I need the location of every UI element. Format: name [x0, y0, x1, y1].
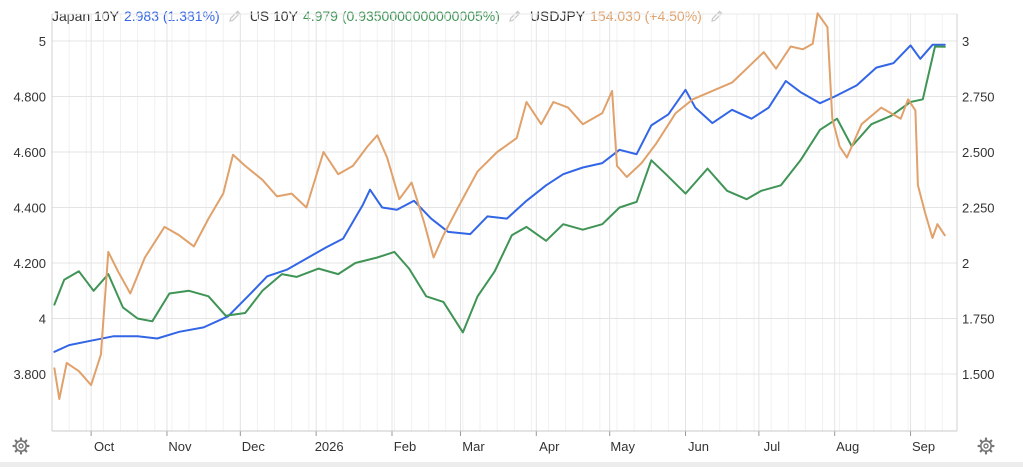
right-axis-tick-label: 3 [962, 34, 969, 49]
left-axis-tick-label: 4.200 [13, 256, 46, 271]
x-axis-tick-label: May [610, 439, 635, 454]
gear-icon[interactable] [977, 437, 995, 455]
x-axis-tick-label: Aug [836, 439, 859, 454]
right-axis-tick-label: 2.750 [962, 90, 995, 105]
left-axis-tick-label: 3.800 [13, 367, 46, 382]
gear-icon[interactable] [12, 437, 30, 455]
series-line-usdjpy [53, 12, 946, 400]
left-axis-tick-label: 4 [39, 312, 46, 327]
right-axis-tick-label: 1.750 [962, 312, 995, 327]
series-line-us-10y [53, 45, 946, 334]
left-axis-tick-label: 4.600 [13, 145, 46, 160]
legend-series-name: US 10Y [249, 8, 298, 24]
grid-lines [51, 13, 957, 431]
x-axis-tick-label: Nov [168, 439, 192, 454]
series-line-japan-10y [53, 43, 946, 353]
x-axis-tick-label: Apr [539, 439, 560, 454]
x-axis-tick-label: Oct [94, 439, 115, 454]
right-axis-tick-label: 2.500 [962, 145, 995, 160]
bottom-scrollbar [0, 462, 1023, 467]
left-axis-tick-label: 4.400 [13, 201, 46, 216]
series-lines [53, 12, 946, 400]
right-axis-tick-label: 1.500 [962, 367, 995, 382]
legend-series-value: 4.979 (0.9350000000000005%) [302, 8, 500, 24]
x-axis-tick-label: Jul [764, 439, 781, 454]
legend-series-value: 154.030 (+4.50%) [590, 8, 702, 24]
x-axis-tick-label: Feb [394, 439, 416, 454]
x-axis-tick-label: Mar [462, 439, 485, 454]
x-axis-tick-label: 2026 [315, 439, 344, 454]
legend-series-name: USDJPY [529, 8, 586, 24]
legend-item-usdjpy[interactable]: USDJPY 154.030 (+4.50%) [530, 8, 724, 24]
chart-legend: Japan 10Y 2.983 (1.381%) US 10Y 4.979 (0… [52, 6, 732, 26]
x-axis-tick-label: Sep [912, 439, 935, 454]
left-axis-tick-label: 4.800 [13, 90, 46, 105]
right-axis-tick-label: 2 [962, 256, 969, 271]
axes: 5 4.800 4.600 4.400 4.200 4 3.800 3 2.750 2.500 2.… [13, 14, 995, 454]
left-axis-tick-label: 5 [39, 34, 46, 49]
x-axis-tick-label: Dec [242, 439, 266, 454]
legend-item-us-10y[interactable]: US 10Y 4.979 (0.9350000000000005%) [250, 8, 522, 24]
x-axis-tick-label: Jun [688, 439, 709, 454]
right-axis-tick-label: 2.250 [962, 201, 995, 216]
